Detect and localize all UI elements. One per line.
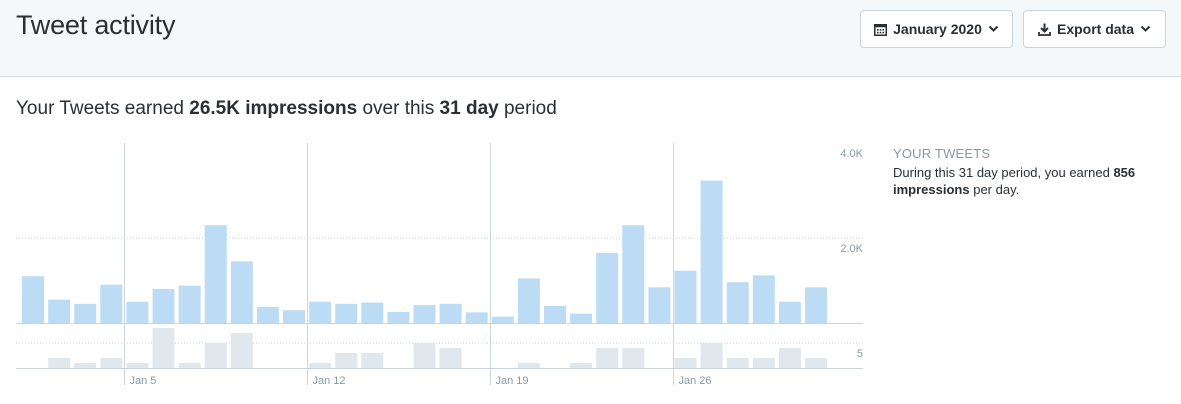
per-day-prefix: During this 31 day period, you earned — [893, 165, 1110, 180]
y-tick-label: 2.0K — [840, 243, 863, 255]
y-tick-label: 5 — [857, 348, 863, 360]
impression-bar — [230, 261, 253, 323]
impression-bar — [700, 180, 723, 323]
impression-bar — [178, 285, 201, 323]
tweet-bar — [126, 363, 149, 368]
impression-bar — [100, 284, 123, 323]
impression-bar — [309, 301, 332, 323]
tweet-bar — [152, 328, 175, 368]
tweet-bar — [752, 358, 775, 368]
tweet-bar — [309, 363, 332, 368]
tweet-bar — [517, 363, 540, 368]
impression-bar — [152, 289, 175, 323]
impression-bar — [544, 306, 566, 323]
impression-bar — [361, 302, 384, 323]
tweet-bar — [74, 363, 97, 368]
tweet-bar — [439, 348, 462, 368]
impression-bar — [439, 303, 462, 323]
impression-bar — [413, 305, 436, 323]
impression-bar — [726, 282, 749, 323]
per-day-unit: impressions — [893, 182, 970, 197]
impression-bar — [335, 303, 358, 323]
tweet-bar — [700, 343, 723, 368]
your-tweets-description: During this 31 day period, you earned 85… — [893, 164, 1173, 198]
summary-impressions: 26.5K impressions — [189, 98, 358, 119]
impression-bar — [22, 276, 44, 323]
impression-bar — [387, 311, 410, 323]
impression-bar — [674, 270, 697, 323]
impression-bar — [805, 287, 827, 323]
tweet-bar — [100, 358, 123, 368]
impression-bar — [126, 301, 149, 323]
tweet-bar — [622, 348, 645, 368]
impressions-summary: Your Tweets earned 26.5K impressions ove… — [16, 98, 557, 120]
calendar-icon — [874, 23, 888, 36]
impression-bar — [622, 225, 645, 323]
chevron-down-icon — [988, 25, 999, 33]
tweet-bar — [178, 363, 201, 368]
impression-bar — [648, 287, 671, 323]
tweet-bar — [204, 343, 227, 368]
tweet-bar — [48, 358, 71, 368]
impression-bar — [752, 275, 775, 323]
x-tick-label: Jan 19 — [496, 375, 529, 387]
month-selector-label: January 2020 — [893, 21, 982, 37]
tweet-bar — [413, 343, 436, 368]
export-data-button[interactable]: Export data — [1023, 10, 1166, 48]
y-tick-label: 4.0K — [840, 148, 863, 160]
tweet-bar — [335, 353, 358, 368]
summary-suffix: period — [503, 98, 557, 119]
x-tick-label: Jan 12 — [313, 375, 346, 387]
summary-period: 31 day — [439, 98, 499, 119]
tweet-bar — [596, 348, 619, 368]
per-day-suffix: per day. — [973, 182, 1020, 197]
tweet-activity-chart: Jan 5 Jan 12 Jan 19 Jan 26 4.0K 2.0K 5 — [16, 143, 864, 387]
tweet-bar — [726, 358, 749, 368]
impression-bar — [517, 278, 540, 323]
page-title: Tweet activity — [16, 10, 176, 40]
tweet-bar — [230, 333, 253, 368]
impression-bar — [491, 316, 514, 323]
tweet-bar — [570, 363, 593, 368]
impression-bar — [74, 303, 97, 323]
impression-bar — [465, 312, 488, 323]
impression-bar — [778, 301, 801, 323]
month-selector-button[interactable]: January 2020 — [860, 10, 1013, 48]
per-day-value: 856 — [1113, 165, 1136, 180]
summary-middle: over this — [362, 98, 435, 119]
x-tick-label: Jan 5 — [130, 375, 157, 387]
impression-bar — [48, 299, 71, 323]
chevron-down-icon — [1140, 25, 1151, 33]
impression-bar — [596, 252, 619, 323]
your-tweets-panel: YOUR TWEETS During this 31 day period, y… — [893, 146, 1173, 198]
tweet-bar — [805, 358, 827, 368]
impression-bar — [570, 313, 593, 323]
impression-bar — [256, 306, 279, 323]
impression-bar — [283, 310, 305, 323]
page-header: Tweet activity January 2020 — [0, 0, 1181, 77]
impression-bar — [204, 225, 227, 323]
tweet-bar — [361, 353, 384, 368]
tweet-bar — [778, 348, 801, 368]
x-tick-label: Jan 26 — [679, 375, 712, 387]
tweet-bar — [674, 358, 697, 368]
export-data-label: Export data — [1056, 21, 1134, 37]
your-tweets-title: YOUR TWEETS — [893, 146, 991, 161]
summary-prefix: Your Tweets earned — [16, 98, 184, 119]
download-icon — [1038, 23, 1051, 36]
